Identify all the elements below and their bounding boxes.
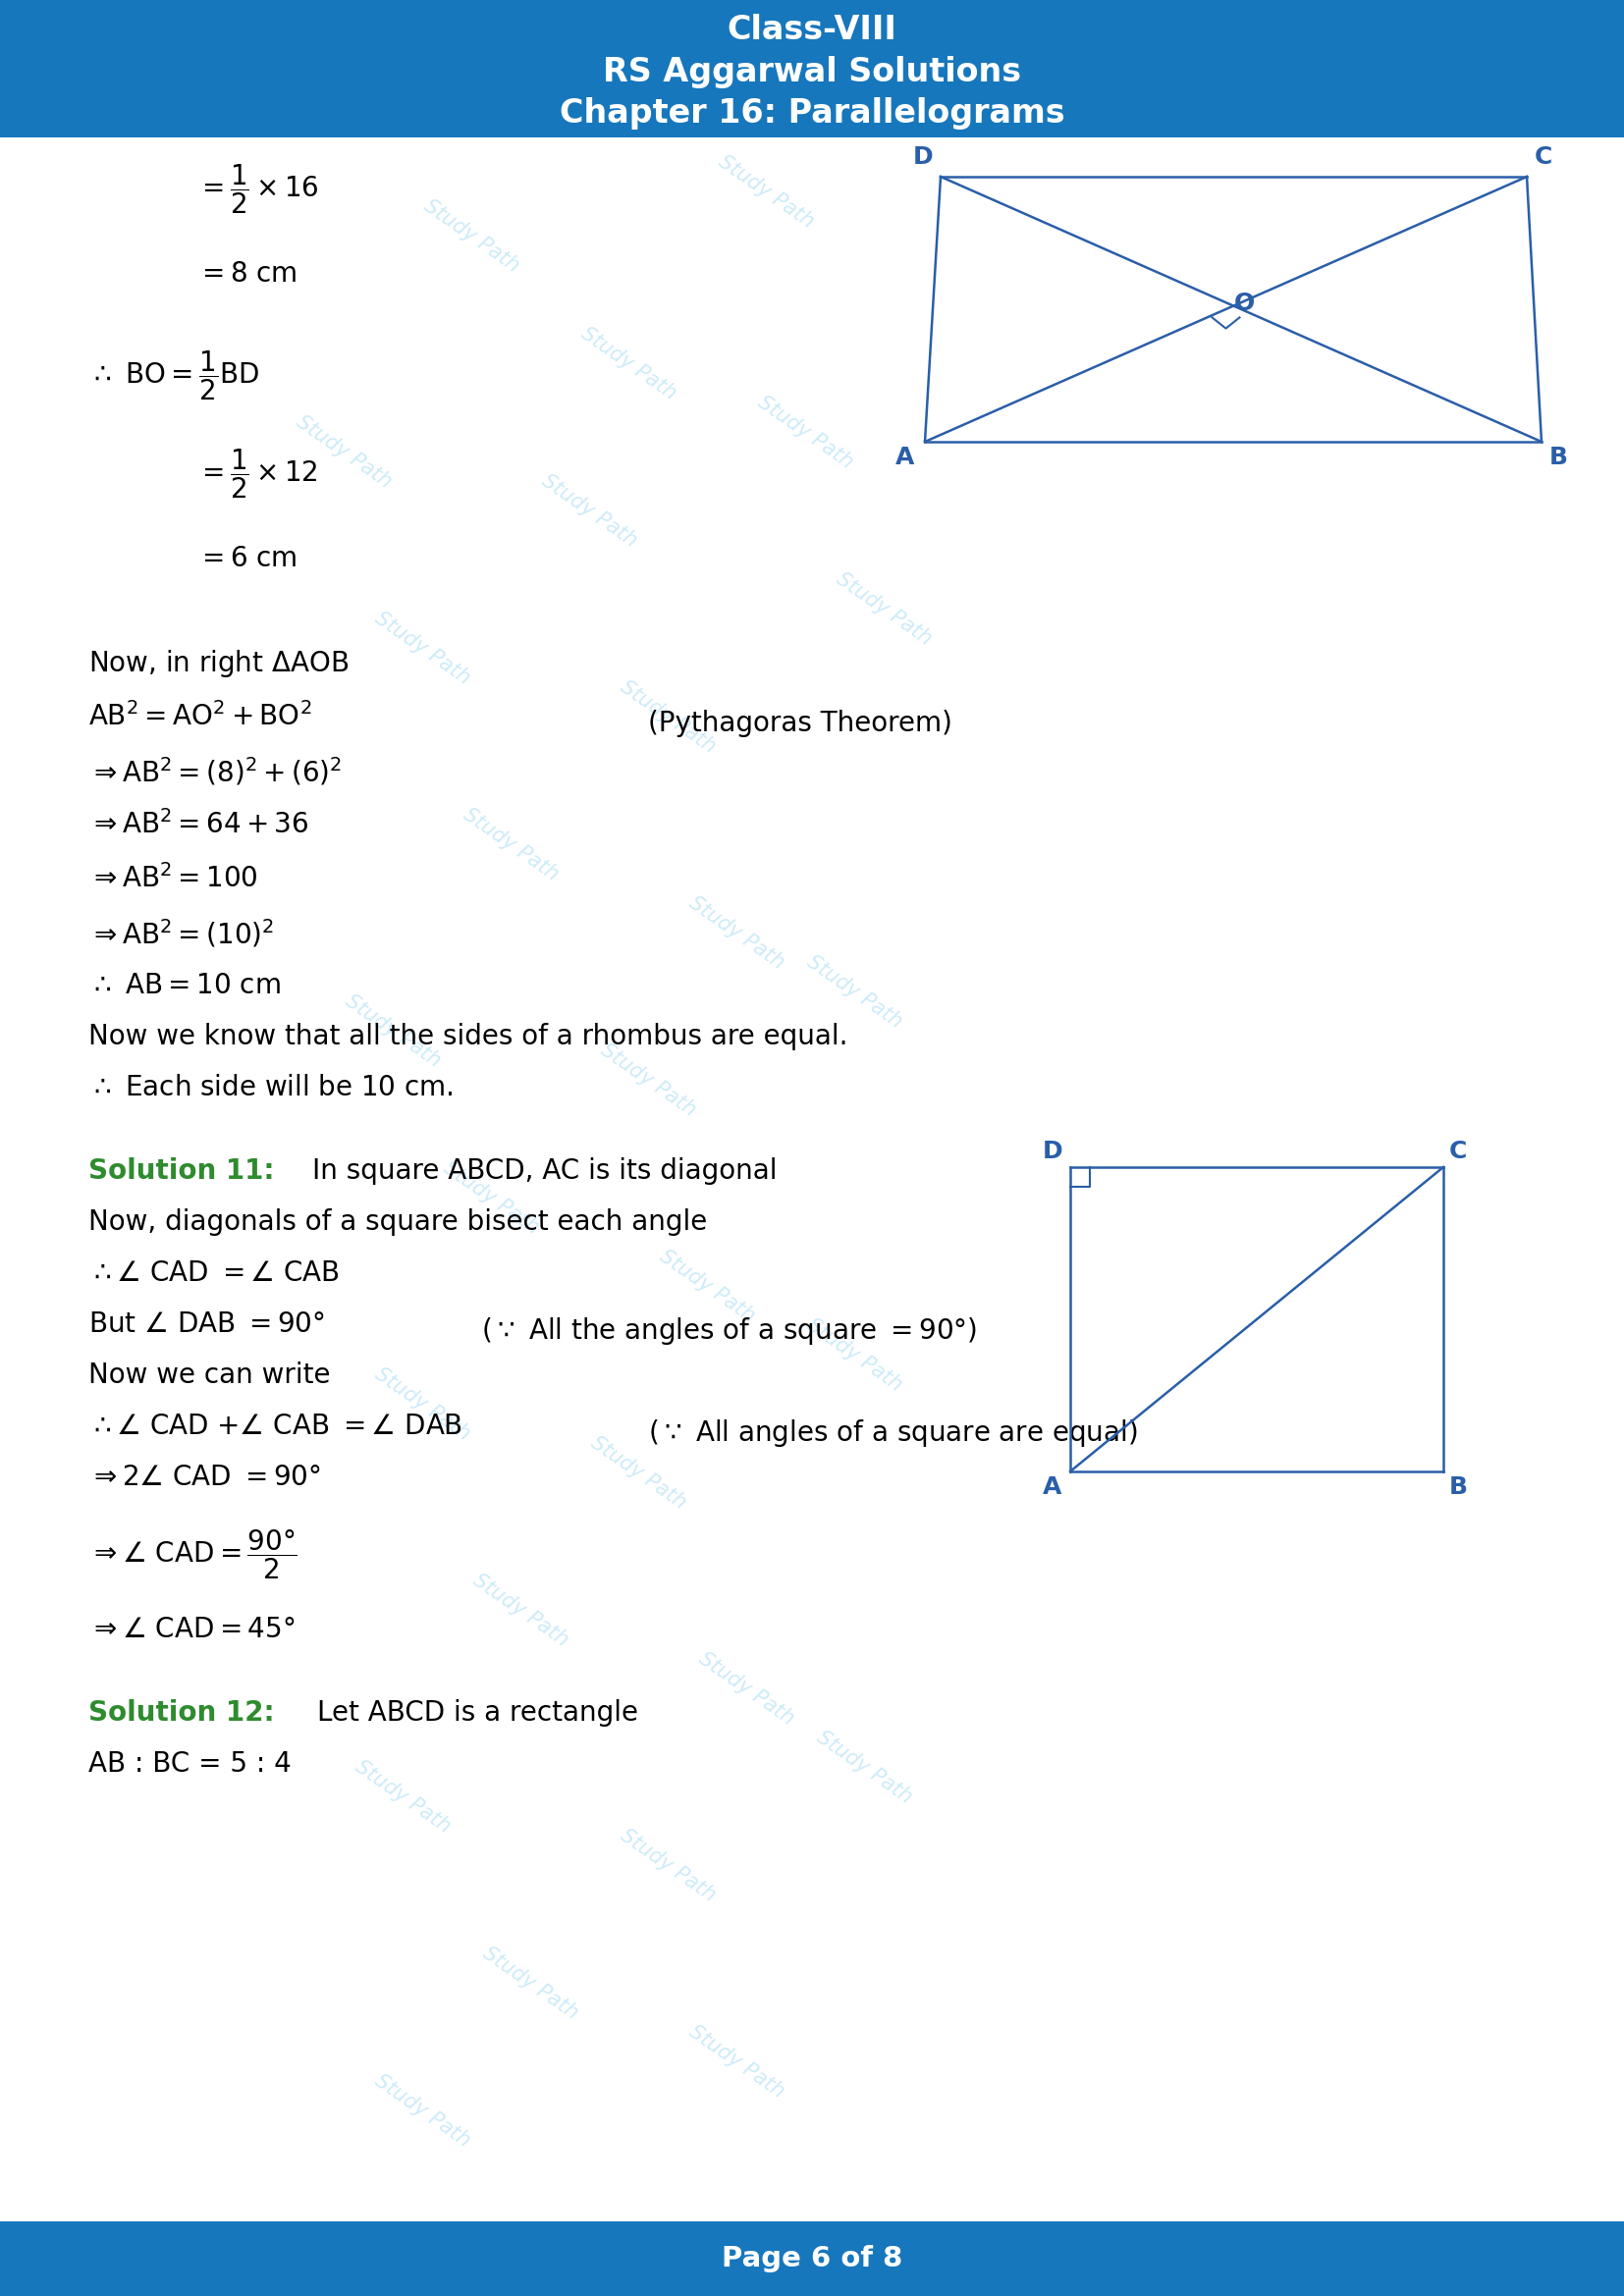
Text: $=\dfrac{1}{2}\times16$: $=\dfrac{1}{2}\times16$: [197, 163, 318, 216]
Text: Study Path: Study Path: [370, 608, 474, 689]
Text: Study Path: Study Path: [754, 393, 856, 473]
Text: In square ABCD, AC is its diagonal: In square ABCD, AC is its diagonal: [312, 1157, 778, 1185]
Text: Solution 11:: Solution 11:: [88, 1157, 274, 1185]
Text: Study Path: Study Path: [685, 2020, 788, 2101]
Text: $\therefore\ \mathrm{AB}=10\ \mathrm{cm}$: $\therefore\ \mathrm{AB}=10\ \mathrm{cm}…: [88, 971, 281, 999]
Text: Study Path: Study Path: [370, 1364, 474, 1444]
Text: Study Path: Study Path: [802, 1316, 906, 1394]
Text: Study Path: Study Path: [812, 1727, 916, 1807]
Text: Now we can write: Now we can write: [88, 1362, 330, 1389]
Bar: [0, 2223, 1624, 2296]
Text: Class-VIII: Class-VIII: [728, 14, 896, 46]
Text: B: B: [1549, 445, 1569, 468]
Text: Chapter 16: Parallelograms: Chapter 16: Parallelograms: [559, 99, 1065, 131]
Text: $\Rightarrow\angle\ \mathrm{CAD}=\dfrac{90°}{2}$: $\Rightarrow\angle\ \mathrm{CAD}=\dfrac{…: [88, 1527, 297, 1582]
Text: $=\dfrac{1}{2}\times12$: $=\dfrac{1}{2}\times12$: [197, 448, 318, 501]
Text: $\Rightarrow\mathrm{AB}^{2}=(10)^{2}$: $\Rightarrow\mathrm{AB}^{2}=(10)^{2}$: [88, 918, 274, 951]
Text: Study Path: Study Path: [577, 324, 680, 404]
Text: C: C: [1535, 145, 1553, 170]
Text: Study Path: Study Path: [421, 195, 523, 276]
Text: ($\because$ All the angles of a square $= 90°$): ($\because$ All the angles of a square $…: [481, 1316, 978, 1348]
Text: (Pythagoras Theorem): (Pythagoras Theorem): [648, 709, 952, 737]
Text: Study Path: Study Path: [685, 893, 788, 974]
Text: $\therefore\angle$ CAD $=\angle$ CAB: $\therefore\angle$ CAD $=\angle$ CAB: [88, 1261, 339, 1286]
Text: Page 6 of 8: Page 6 of 8: [721, 2245, 903, 2273]
Text: $= 8\ \mathrm{cm}$: $= 8\ \mathrm{cm}$: [197, 259, 297, 287]
Text: Study Path: Study Path: [656, 1247, 758, 1327]
Text: Study Path: Study Path: [469, 1570, 572, 1651]
Text: Study Path: Study Path: [617, 677, 719, 758]
Text: Study Path: Study Path: [479, 1942, 581, 2023]
Text: Now we know that all the sides of a rhombus are equal.: Now we know that all the sides of a rhom…: [88, 1022, 848, 1049]
Text: Study Path: Study Path: [351, 1756, 453, 1837]
Text: Study Path: Study Path: [617, 1825, 719, 1906]
Text: Study Path: Study Path: [802, 951, 906, 1031]
Text: $\Rightarrow\mathrm{AB}^{2}=(8)^{2}+(6)^{2}$: $\Rightarrow\mathrm{AB}^{2}=(8)^{2}+(6)^…: [88, 755, 343, 788]
Text: $\therefore\ \mathrm{BO}=\dfrac{1}{2}\mathrm{BD}$: $\therefore\ \mathrm{BO}=\dfrac{1}{2}\ma…: [88, 349, 260, 402]
Text: $\Rightarrow\angle\ \mathrm{CAD}=45°$: $\Rightarrow\angle\ \mathrm{CAD}=45°$: [88, 1616, 296, 1644]
Text: C: C: [1449, 1139, 1466, 1164]
Text: Study Path: Study Path: [596, 1040, 700, 1120]
Text: Study Path: Study Path: [695, 1649, 797, 1729]
Text: Study Path: Study Path: [460, 804, 562, 884]
Text: $\mathrm{AB}^{2}=\mathrm{AO}^{2}+\mathrm{BO}^{2}$: $\mathrm{AB}^{2}=\mathrm{AO}^{2}+\mathrm…: [88, 703, 312, 730]
Text: A: A: [895, 445, 914, 468]
Text: Study Path: Study Path: [440, 1157, 542, 1238]
Text: O: O: [1234, 292, 1255, 315]
Text: $= 6\ \mathrm{cm}$: $= 6\ \mathrm{cm}$: [197, 544, 297, 572]
Text: $\therefore$ Each side will be 10 cm.: $\therefore$ Each side will be 10 cm.: [88, 1075, 453, 1102]
Text: B: B: [1449, 1476, 1468, 1499]
Text: Study Path: Study Path: [833, 569, 935, 650]
Text: Study Path: Study Path: [341, 990, 443, 1070]
Text: $\Rightarrow 2\angle$ CAD $= 90°$: $\Rightarrow 2\angle$ CAD $= 90°$: [88, 1463, 320, 1490]
Text: Study Path: Study Path: [538, 471, 640, 551]
Text: D: D: [913, 145, 934, 170]
Text: ($\because$ All angles of a square are equal): ($\because$ All angles of a square are e…: [648, 1417, 1138, 1449]
Text: But $\angle$ DAB $= 90°$: But $\angle$ DAB $= 90°$: [88, 1311, 325, 1339]
Bar: [0, 0, 1624, 138]
Text: Study Path: Study Path: [586, 1433, 690, 1513]
Text: Study Path: Study Path: [715, 152, 817, 232]
Text: Now, in right $\Delta$AOB: Now, in right $\Delta$AOB: [88, 647, 349, 680]
Text: Let ABCD is a rectangle: Let ABCD is a rectangle: [317, 1699, 638, 1727]
Text: A: A: [1043, 1476, 1062, 1499]
Text: Solution 12:: Solution 12:: [88, 1699, 274, 1727]
Text: D: D: [1043, 1139, 1064, 1164]
Text: RS Aggarwal Solutions: RS Aggarwal Solutions: [603, 55, 1021, 87]
Text: AB : BC = 5 : 4: AB : BC = 5 : 4: [88, 1750, 291, 1777]
Text: $\therefore\angle$ CAD $+\angle$ CAB $=\angle$ DAB: $\therefore\angle$ CAD $+\angle$ CAB $=\…: [88, 1412, 463, 1440]
Text: Study Path: Study Path: [370, 2071, 474, 2151]
Text: Study Path: Study Path: [292, 411, 395, 491]
Text: Now, diagonals of a square bisect each angle: Now, diagonals of a square bisect each a…: [88, 1208, 706, 1235]
Text: $\Rightarrow\mathrm{AB}^{2}=100$: $\Rightarrow\mathrm{AB}^{2}=100$: [88, 863, 258, 893]
Text: $\Rightarrow\mathrm{AB}^{2}=64+36$: $\Rightarrow\mathrm{AB}^{2}=64+36$: [88, 810, 309, 838]
